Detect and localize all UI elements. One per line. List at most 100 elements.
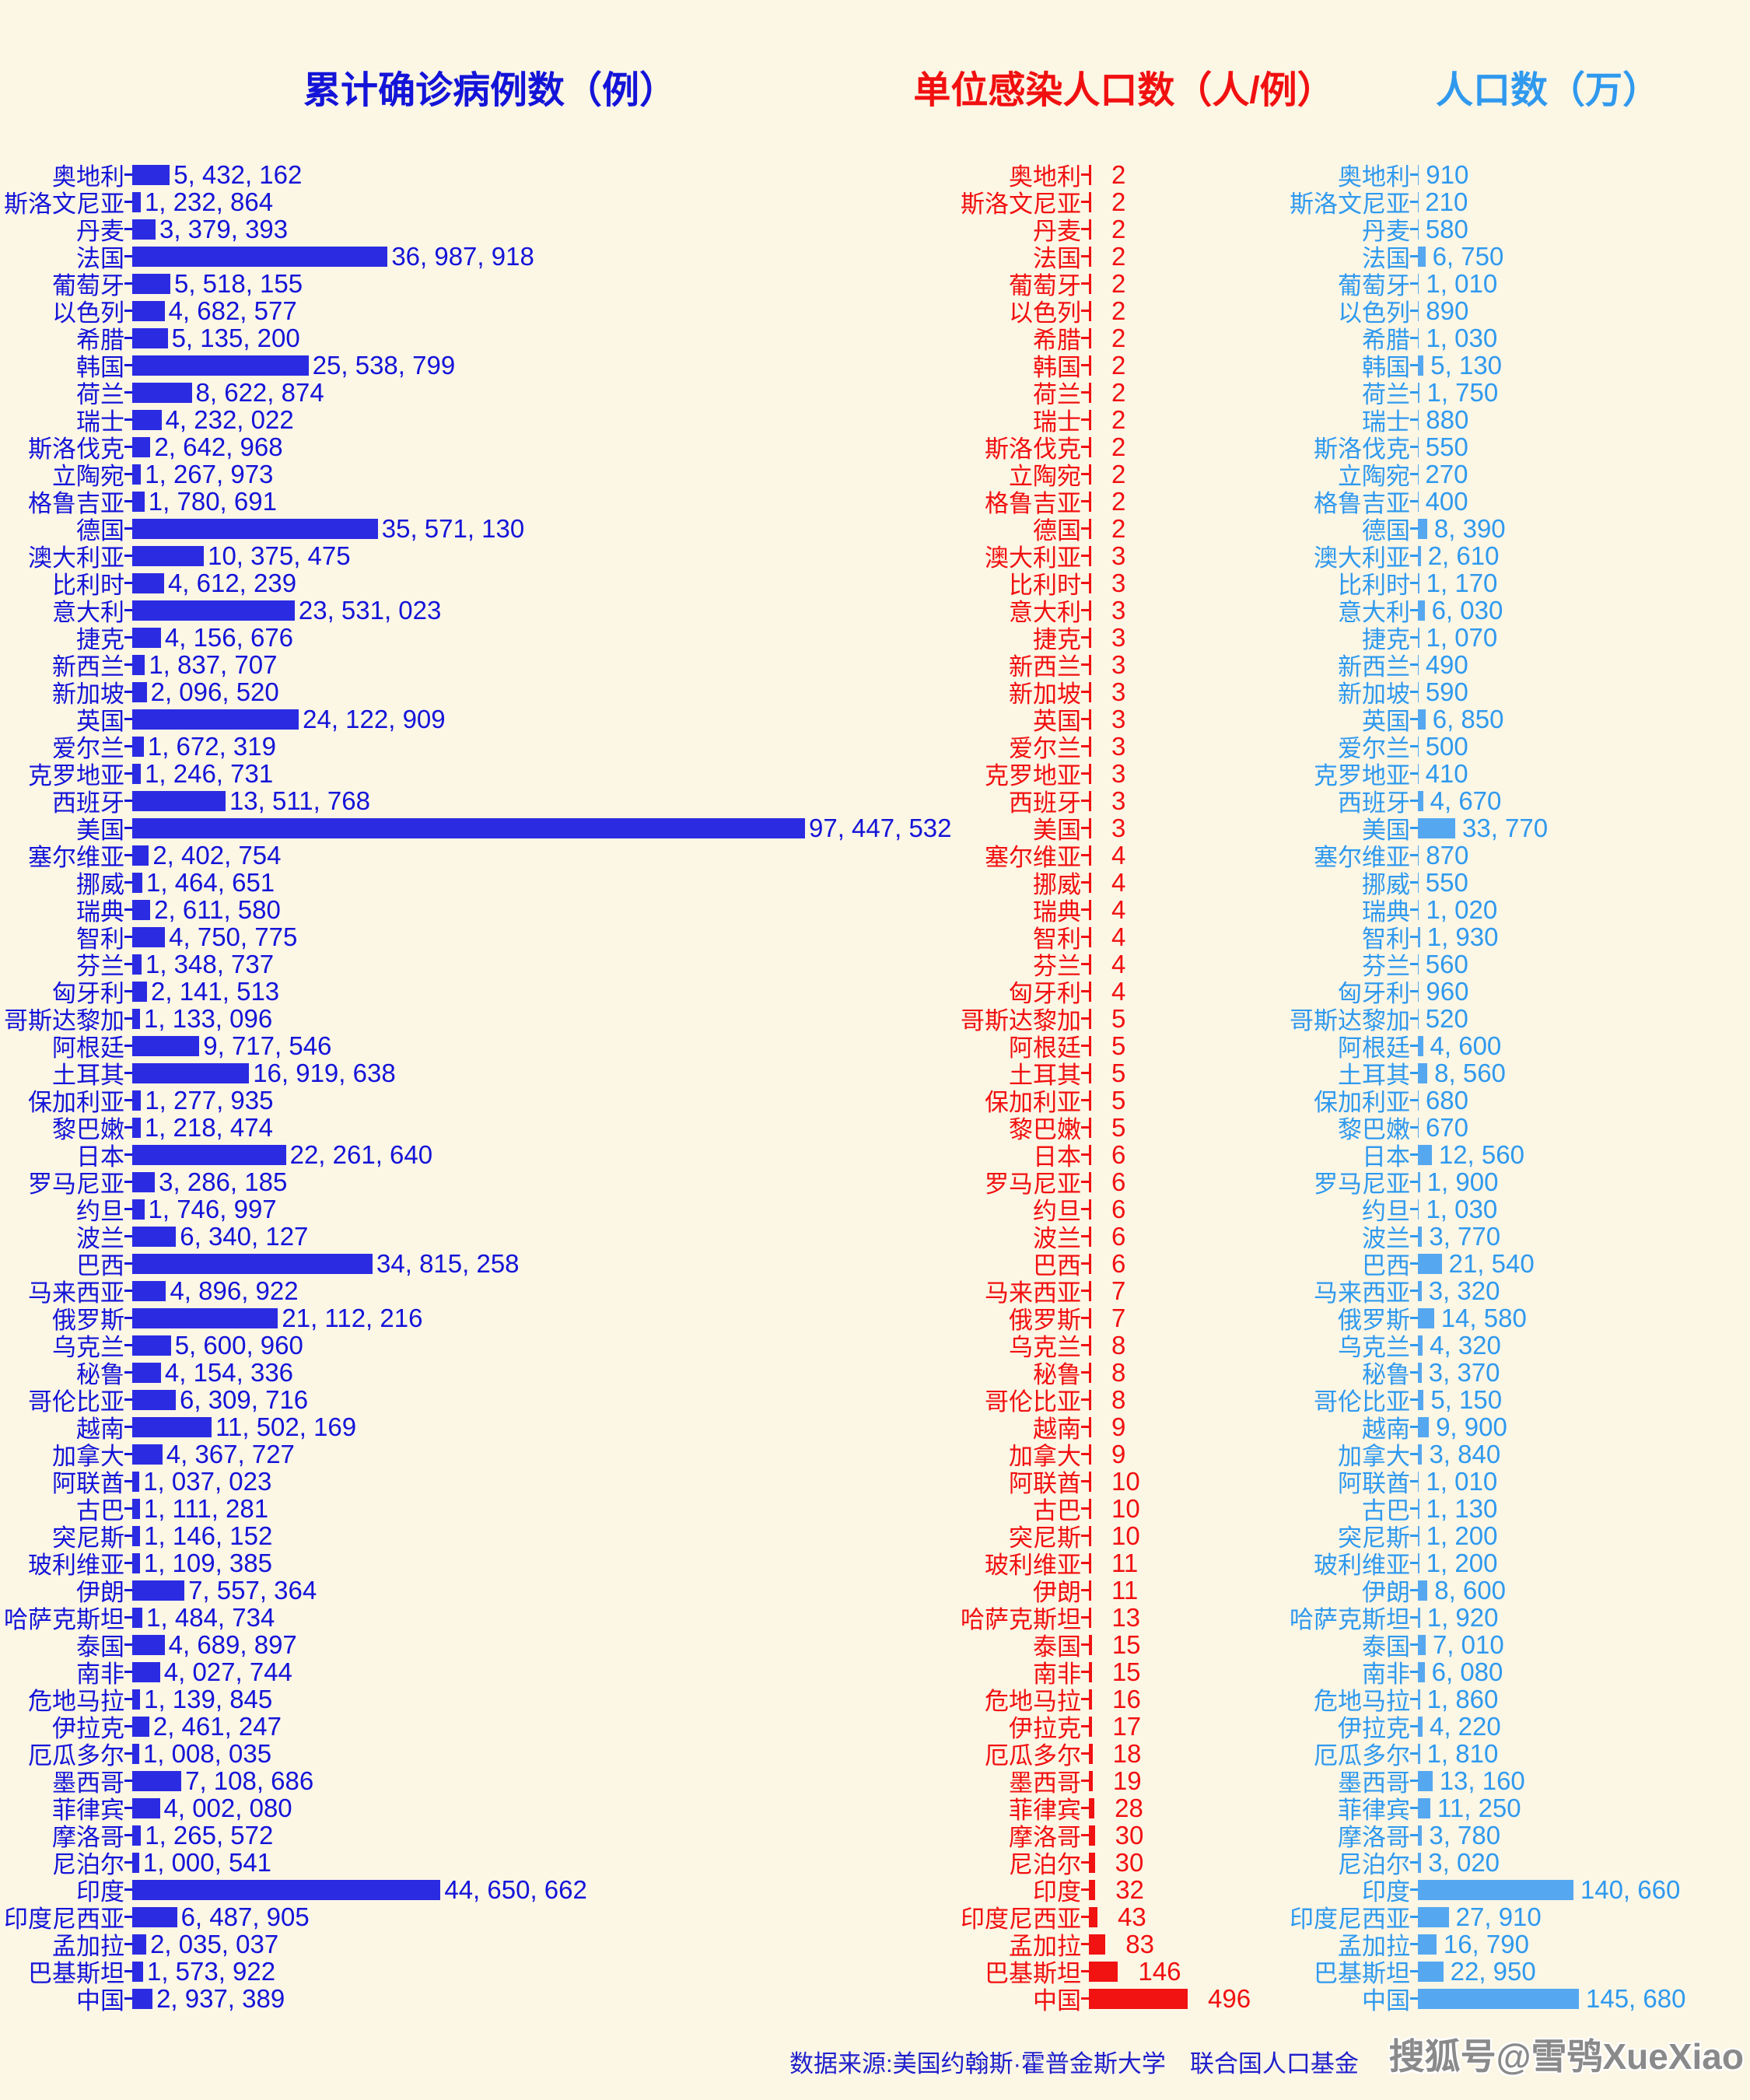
value-label: 83 <box>1125 1929 1154 1958</box>
country-label: 荷兰 <box>1362 381 1410 408</box>
bar <box>1089 1607 1092 1628</box>
bar <box>132 1825 142 1846</box>
country-label: 阿根廷 <box>1009 1034 1081 1062</box>
bar <box>1418 926 1420 947</box>
bar <box>132 1307 278 1328</box>
value-label: 4, 750, 775 <box>169 922 298 951</box>
chart-row: 印度 44, 650, 662 <box>0 1875 1011 1906</box>
chart-row: 丹麦 2 <box>879 215 1283 246</box>
value-label: 1, 111, 281 <box>143 1493 269 1523</box>
tick-mark <box>124 173 132 176</box>
bar <box>1418 1988 1579 2009</box>
tick-mark <box>1081 1861 1089 1864</box>
tick-mark <box>1081 1153 1089 1156</box>
chart-row: 爱尔兰 3 <box>879 732 1283 763</box>
panel-cumulative-cases: 奥地利 5, 432, 162 斯洛文尼亚 1, 232, 864 丹麦 3, 379, … <box>0 160 1011 2015</box>
value-label: 8 <box>1111 1384 1126 1414</box>
chart-row: 墨西哥 19 <box>879 1766 1283 1797</box>
chart-row: 黎巴嫩 670 <box>1213 1113 1750 1144</box>
chart-row: 土耳其 8, 560 <box>1213 1059 1750 1090</box>
value-label: 30 <box>1115 1847 1144 1877</box>
chart-row: 德国 35, 571, 130 <box>0 514 1011 545</box>
value-label: 6 <box>1111 1194 1126 1223</box>
country-label: 伊朗 <box>76 1579 124 1606</box>
bar <box>1418 1035 1423 1056</box>
country-label: 智利 <box>1362 926 1410 953</box>
country-label: 克罗地亚 <box>985 762 1081 789</box>
tick-mark <box>1410 1072 1418 1074</box>
chart-row: 哈萨克斯坦 1, 484, 734 <box>0 1603 1011 1634</box>
value-label: 16 <box>1112 1684 1141 1713</box>
chart-row: 巴基斯坦 146 <box>879 1957 1283 1988</box>
bar <box>1089 1471 1091 1492</box>
country-label: 泰国 <box>76 1633 124 1661</box>
country-label: 菲律宾 <box>52 1797 124 1824</box>
country-label: 尼泊尔 <box>1338 1851 1410 1878</box>
chart-row: 芬兰 1, 348, 737 <box>0 949 1011 981</box>
tick-mark <box>124 1181 132 1183</box>
value-label: 33, 770 <box>1461 813 1549 842</box>
country-label: 瑞士 <box>1362 408 1410 436</box>
value-label: 1, 037, 023 <box>143 1466 272 1496</box>
bar <box>1418 709 1426 730</box>
chart-row: 墨西哥 7, 108, 686 <box>0 1766 1011 1797</box>
value-label: 3, 379, 393 <box>159 214 289 243</box>
tick-mark <box>1410 1126 1418 1129</box>
bar <box>132 1199 145 1220</box>
chart-row: 韩国 25, 538, 799 <box>0 351 1011 382</box>
country-label: 韩国 <box>76 354 124 381</box>
bar <box>1418 1580 1428 1601</box>
country-label: 捷克 <box>1362 626 1410 653</box>
value-label: 5 <box>1111 1085 1126 1115</box>
watermark: 搜狐号@雪鸮XueXiao <box>1388 2036 1744 2077</box>
bar <box>1418 1743 1420 1764</box>
country-label: 哥斯达黎加 <box>961 1007 1081 1034</box>
chart-row: 芬兰 560 <box>1213 950 1750 981</box>
country-label: 新加坡 <box>52 681 124 708</box>
bar <box>132 1879 441 1900</box>
bar <box>1089 1634 1092 1655</box>
bar <box>132 1906 177 1927</box>
tick-mark <box>1081 446 1089 448</box>
bar <box>1089 382 1091 403</box>
tick-mark <box>1410 1562 1418 1564</box>
value-label: 32 <box>1115 1874 1144 1904</box>
tick-mark <box>1081 364 1089 366</box>
country-label: 中国 <box>76 1987 124 2014</box>
tick-mark <box>1081 582 1089 584</box>
tick-mark <box>1410 527 1418 530</box>
bar <box>132 1416 212 1437</box>
value-label: 550 <box>1425 867 1468 897</box>
tick-mark <box>1081 1725 1089 1727</box>
chart-row: 南非 6, 080 <box>1213 1657 1750 1689</box>
chart-row: 美国 97, 447, 532 <box>0 814 1011 845</box>
country-label: 葡萄牙 <box>52 272 124 299</box>
tick-mark <box>124 1752 132 1755</box>
country-label: 德国 <box>76 517 124 544</box>
value-label: 1, 672, 319 <box>147 731 276 761</box>
bar <box>1418 872 1419 893</box>
bar <box>1418 1444 1423 1465</box>
value-label: 1, 348, 737 <box>145 949 275 978</box>
value-label: 520 <box>1425 1003 1468 1033</box>
tick-mark <box>124 1453 132 1455</box>
bar <box>1089 1689 1093 1710</box>
value-label: 6, 850 <box>1432 704 1504 733</box>
value-label: 2 <box>1111 486 1126 516</box>
value-label: 496 <box>1208 1983 1251 2013</box>
chart-row: 孟加拉 2, 035, 037 <box>0 1929 1011 1961</box>
chart-row: 韩国 5, 130 <box>1213 351 1750 382</box>
value-label: 2, 035, 037 <box>150 1929 279 1958</box>
country-label: 土耳其 <box>1009 1062 1081 1089</box>
chart-row: 哥斯达黎加 520 <box>1213 1003 1750 1035</box>
tick-mark <box>124 663 132 666</box>
bar <box>1418 1090 1419 1111</box>
bar <box>132 1062 250 1083</box>
bar <box>132 1144 286 1165</box>
country-label: 俄罗斯 <box>1338 1307 1410 1334</box>
chart-row: 斯洛伐克 2 <box>879 432 1283 464</box>
country-label: 法国 <box>1033 245 1081 272</box>
chart-row: 阿根廷 9, 717, 546 <box>0 1031 1011 1062</box>
chart-row: 捷克 1, 070 <box>1213 623 1750 654</box>
country-label: 孟加拉 <box>1338 1933 1410 1960</box>
